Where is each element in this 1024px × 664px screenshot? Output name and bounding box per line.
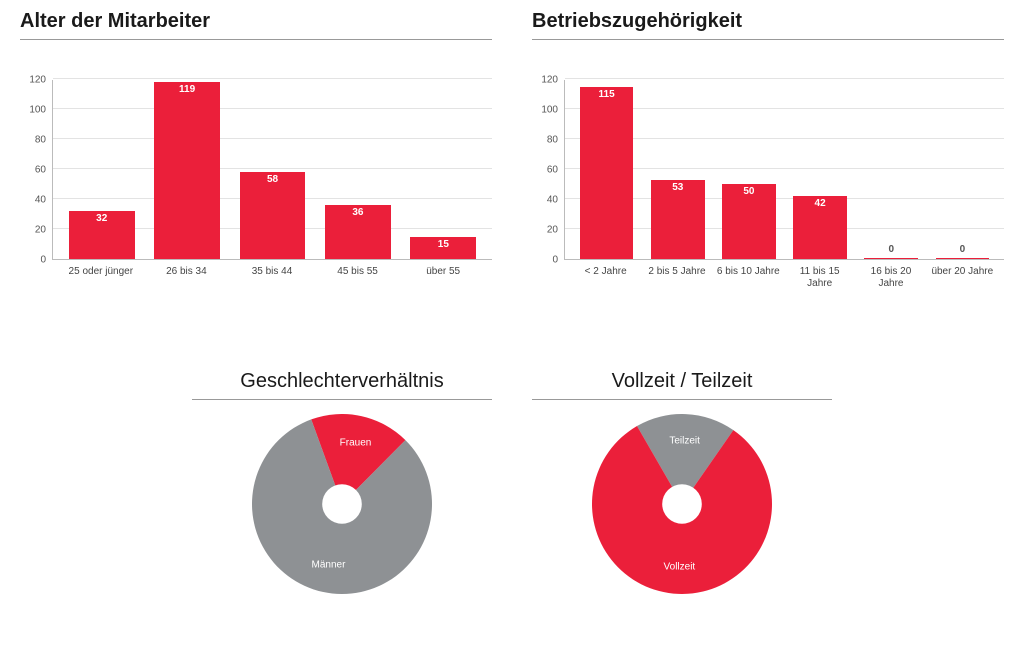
donut-svg — [592, 414, 772, 594]
fulltime-chart-title: Vollzeit / Teilzeit — [532, 370, 832, 400]
x-tick-label: 11 bis 15 Jahre — [784, 262, 855, 290]
bar: 58 — [240, 172, 306, 259]
bar-charts-row: Alter der Mitarbeiter 0 20 40 60 80 100 120 32 1… — [20, 10, 1004, 310]
y-tick-label: 20 — [547, 225, 558, 236]
bar-value-label: 0 — [888, 244, 894, 255]
x-tick-label: 2 bis 5 Jahre — [641, 262, 712, 290]
bar: 36 — [325, 205, 391, 259]
bar-slot: 115 — [571, 80, 642, 259]
bar: 53 — [651, 180, 705, 259]
bar: 0 — [864, 258, 918, 259]
fulltime-donut-chart: TeilzeitVollzeit — [592, 414, 772, 594]
x-tick-label: 35 bis 44 — [229, 262, 315, 278]
gender-chart-panel: Geschlechterverhältnis FrauenMänner — [192, 370, 492, 594]
bar-value-label: 36 — [352, 207, 363, 218]
y-tick-label: 40 — [35, 195, 46, 206]
y-tick-label: 60 — [547, 165, 558, 176]
donut-charts-row: Geschlechterverhältnis FrauenMänner Voll… — [20, 370, 1004, 594]
gender-donut-chart: FrauenMänner — [252, 414, 432, 594]
donut-hole — [322, 484, 362, 524]
bar-slot: 15 — [401, 80, 486, 259]
x-tick-label: < 2 Jahre — [570, 262, 641, 290]
bar-value-label: 115 — [599, 89, 615, 100]
y-tick-label: 20 — [35, 225, 46, 236]
x-tick-label: 45 bis 55 — [315, 262, 401, 278]
x-tick-label: 6 bis 10 Jahre — [713, 262, 784, 290]
tenure-bar-chart: 02040608010012011553504200< 2 Jahre2 bis… — [532, 80, 1004, 310]
bar-slot: 36 — [315, 80, 400, 259]
bar: 32 — [69, 211, 135, 259]
bar-value-label: 15 — [438, 239, 449, 250]
bar-value-label: 50 — [743, 186, 754, 197]
x-tick-label: über 55 — [400, 262, 486, 278]
donut-svg — [252, 414, 432, 594]
donut-hole — [662, 484, 702, 524]
bar: 50 — [722, 184, 776, 259]
bar-value-label: 42 — [815, 198, 826, 209]
y-tick-label: 60 — [35, 165, 46, 176]
x-tick-label: 16 bis 20 Jahre — [855, 262, 926, 290]
x-tick-label: über 20 Jahre — [927, 262, 998, 290]
y-tick-label: 120 — [29, 75, 46, 86]
y-tick-label: 80 — [547, 135, 558, 146]
age-chart-title: Alter der Mitarbeiter — [20, 10, 492, 40]
age-bar-chart: 0204060801001203211958361525 oder jünger… — [20, 80, 492, 310]
fulltime-chart-panel: Vollzeit / Teilzeit TeilzeitVollzeit — [532, 370, 832, 594]
bar-slot: 0 — [856, 80, 927, 259]
bar: 42 — [793, 196, 847, 259]
bar-slot: 119 — [144, 80, 229, 259]
bar-slot: 53 — [642, 80, 713, 259]
bar-slot: 42 — [785, 80, 856, 259]
age-chart-panel: Alter der Mitarbeiter 0 20 40 60 80 100 120 32 1… — [20, 10, 492, 310]
x-tick-label: 25 oder jünger — [58, 262, 144, 278]
bar-slot: 32 — [59, 80, 144, 259]
grid-line — [53, 78, 492, 79]
bar-value-label: 119 — [179, 84, 195, 95]
bar: 15 — [410, 237, 476, 259]
y-tick-label: 120 — [541, 75, 558, 86]
bar-slot: 50 — [713, 80, 784, 259]
bar: 115 — [580, 87, 634, 259]
bar: 0 — [936, 258, 990, 259]
bar-slot: 0 — [927, 80, 998, 259]
bar-value-label: 53 — [672, 182, 683, 193]
tenure-chart-title: Betriebszugehörigkeit — [532, 10, 1004, 40]
tenure-chart-panel: Betriebszugehörigkeit 0 20 40 60 80 100 120 115… — [532, 10, 1004, 310]
bar: 119 — [154, 82, 220, 260]
grid-line — [565, 78, 1004, 79]
bar-slot: 58 — [230, 80, 315, 259]
bar-value-label: 32 — [96, 213, 107, 224]
y-tick-label: 0 — [552, 255, 558, 266]
y-tick-label: 100 — [541, 105, 558, 116]
y-tick-label: 100 — [29, 105, 46, 116]
y-tick-label: 0 — [40, 255, 46, 266]
bar-value-label: 58 — [267, 174, 278, 185]
x-tick-label: 26 bis 34 — [144, 262, 230, 278]
gender-chart-title: Geschlechterverhältnis — [192, 370, 492, 400]
y-tick-label: 80 — [35, 135, 46, 146]
y-tick-label: 40 — [547, 195, 558, 206]
bar-value-label: 0 — [960, 244, 966, 255]
